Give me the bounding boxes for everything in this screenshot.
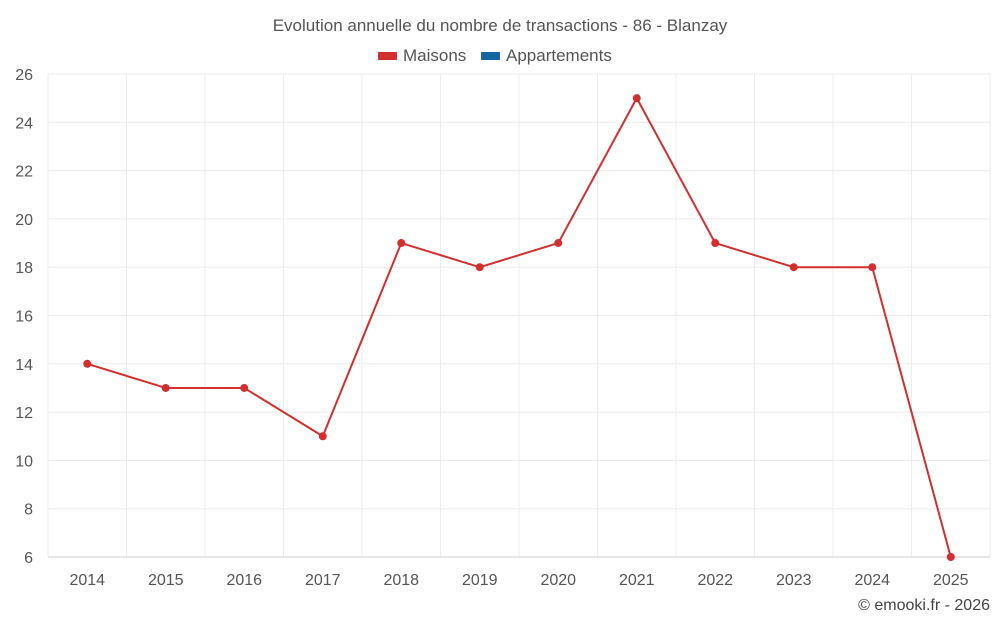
y-axis: 6 8 10 12 14 16 18 20 22 24 26 [15, 67, 33, 567]
chart-title: Evolution annuelle du nombre de transact… [273, 16, 728, 35]
y-tick-label: 10 [15, 453, 33, 470]
x-tick-label: 2018 [383, 572, 419, 589]
legend-label-maisons: Maisons [403, 46, 466, 65]
data-point-maisons-2019[interactable] [475, 263, 484, 272]
data-point-maisons-2023[interactable] [789, 263, 798, 272]
x-tick-label: 2024 [854, 572, 890, 589]
data-point-maisons-2015[interactable] [161, 383, 170, 392]
x-tick-label: 2021 [619, 572, 655, 589]
legend-item-maisons[interactable]: Maisons [378, 46, 466, 65]
x-axis: 2014 2015 2016 2017 2018 2019 2020 2021 2022 2023… [48, 556, 990, 589]
series-line-maisons [86, 97, 952, 558]
y-tick-label: 22 [15, 164, 33, 181]
data-point-maisons-2025[interactable] [946, 553, 955, 561]
data-point-maisons-2018[interactable] [397, 239, 406, 248]
x-tick-label: 2016 [226, 572, 262, 589]
y-tick-label: 12 [15, 405, 33, 422]
y-tick-label: 8 [24, 502, 33, 519]
y-tick-label: 26 [15, 67, 33, 84]
y-tick-label: 20 [15, 212, 33, 229]
grid [47, 73, 991, 558]
x-tick-label: 2019 [462, 572, 498, 589]
y-tick-label: 14 [15, 357, 33, 374]
x-tick-label: 2015 [148, 572, 184, 589]
data-point-maisons-2017[interactable] [318, 432, 327, 441]
x-tick-label: 2025 [933, 572, 969, 589]
x-tick-label: 2017 [305, 572, 341, 589]
y-tick-label: 6 [24, 550, 33, 567]
x-tick-label: 2014 [69, 572, 105, 589]
series-maisons [83, 94, 955, 561]
x-tick-label: 2023 [776, 572, 812, 589]
y-tick-label: 24 [15, 115, 33, 132]
data-point-maisons-2020[interactable] [554, 239, 563, 248]
y-tick-label: 16 [15, 309, 33, 326]
data-point-maisons-2021[interactable] [632, 94, 641, 103]
y-tick-label: 18 [15, 260, 33, 277]
legend-swatch-maisons [378, 52, 397, 60]
x-tick-label: 2022 [697, 572, 733, 589]
x-tick-label: 2020 [540, 572, 576, 589]
data-point-maisons-2014[interactable] [83, 359, 92, 368]
data-point-maisons-2016[interactable] [240, 383, 249, 392]
legend: Maisons Appartements [378, 46, 612, 65]
legend-item-appartements[interactable]: Appartements [481, 46, 612, 65]
legend-swatch-appartements [481, 52, 500, 60]
data-point-maisons-2024[interactable] [868, 263, 877, 272]
legend-label-appartements: Appartements [506, 46, 612, 65]
credit: © emooki.fr - 2026 [858, 597, 990, 614]
data-point-maisons-2022[interactable] [711, 239, 720, 248]
